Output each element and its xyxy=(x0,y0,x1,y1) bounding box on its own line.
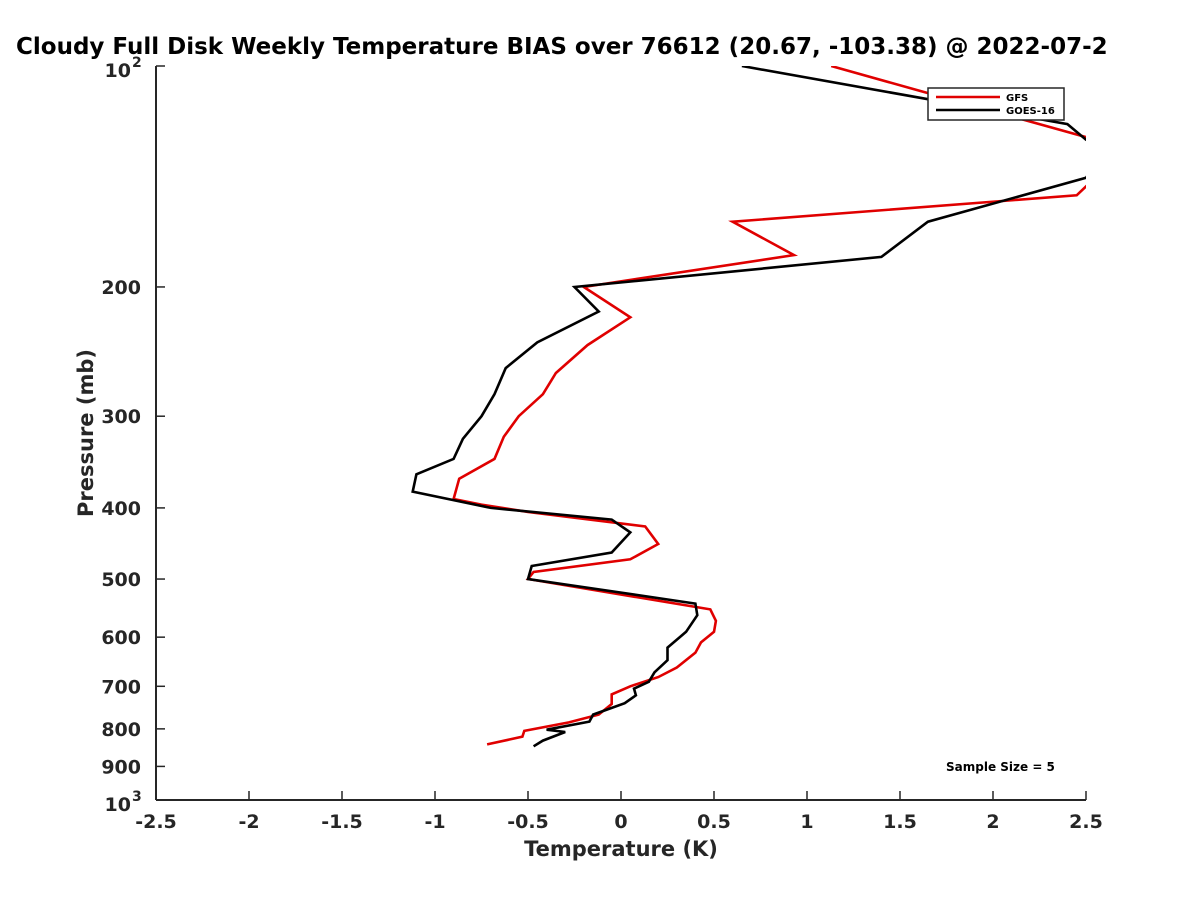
y-tick-label: 800 xyxy=(101,719,141,741)
y-tick-label: 300 xyxy=(101,406,141,428)
y-tick-label: 900 xyxy=(101,756,141,778)
y-tick-label-exponent: 2 xyxy=(132,55,142,71)
legend-label-goes16: GOES-16 xyxy=(1006,106,1055,117)
x-tick-label: 0.5 xyxy=(697,811,731,833)
x-tick-label: 0 xyxy=(614,811,627,833)
x-axis-label: Temperature (K) xyxy=(524,837,718,861)
y-tick-label-exponent: 3 xyxy=(132,789,142,805)
x-tick-label: -0.5 xyxy=(507,811,549,833)
sample-size-annotation: Sample Size = 5 xyxy=(946,760,1055,774)
series-line-gfs xyxy=(451,66,1086,746)
x-tick-label: -2 xyxy=(238,811,259,833)
y-tick-label: 400 xyxy=(101,498,141,520)
series-layer xyxy=(411,66,1086,748)
x-ticks: -2.5 -2 -1.5 -1 -0.5 0 0.5 1 1.5 2 2.5 xyxy=(135,791,1103,833)
chart-title: Cloudy Full Disk Weekly Temperature BIAS… xyxy=(16,34,1108,60)
y-tick-label: 500 xyxy=(101,569,141,591)
legend-label-gfs: GFS xyxy=(1006,93,1028,104)
x-tick-label: 2.5 xyxy=(1069,811,1103,833)
legend: GFS GOES-16 xyxy=(927,87,1065,121)
y-tick-label-base: 10 xyxy=(105,60,131,82)
x-tick-label: -1.5 xyxy=(321,811,363,833)
y-axis-label: Pressure (mb) xyxy=(74,349,98,517)
y-tick-label: 700 xyxy=(101,676,141,698)
y-tick-label: 200 xyxy=(101,277,141,299)
x-tick-label: -1 xyxy=(424,811,445,833)
x-tick-label: 1 xyxy=(800,811,813,833)
legend-box xyxy=(927,87,1065,121)
y-tick-label-base: 10 xyxy=(105,794,131,816)
x-tick-label: 2 xyxy=(986,811,999,833)
x-tick-label: -2.5 xyxy=(135,811,177,833)
y-tick-label: 600 xyxy=(101,627,141,649)
x-tick-label: 1.5 xyxy=(883,811,917,833)
series-line-goes16 xyxy=(411,66,1086,748)
